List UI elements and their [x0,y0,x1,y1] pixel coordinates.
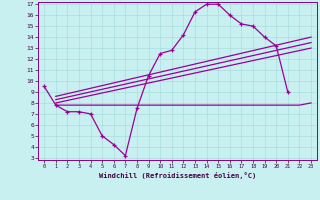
X-axis label: Windchill (Refroidissement éolien,°C): Windchill (Refroidissement éolien,°C) [99,172,256,179]
